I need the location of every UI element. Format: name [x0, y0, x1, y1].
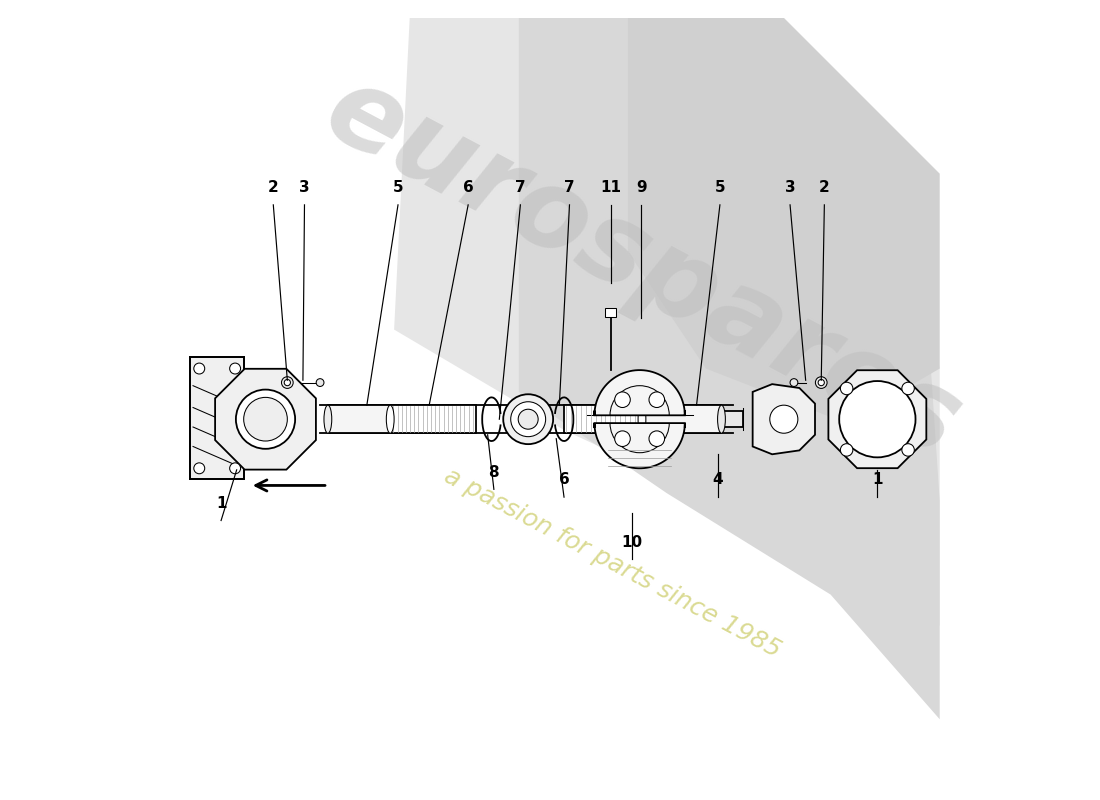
Text: 5: 5 [393, 180, 404, 195]
Text: 4: 4 [713, 473, 723, 487]
Polygon shape [628, 18, 939, 423]
Circle shape [510, 402, 546, 437]
Ellipse shape [638, 405, 646, 434]
Bar [722, 411, 744, 427]
Circle shape [615, 392, 630, 407]
Polygon shape [594, 423, 685, 468]
Bar [642, 405, 722, 434]
Text: 3: 3 [299, 180, 310, 195]
Circle shape [503, 394, 553, 444]
Polygon shape [519, 18, 939, 719]
Text: 5: 5 [715, 180, 725, 195]
Ellipse shape [386, 405, 394, 434]
Text: 3: 3 [784, 180, 795, 195]
Circle shape [770, 405, 798, 434]
Circle shape [902, 444, 914, 456]
Text: 6: 6 [559, 473, 570, 487]
Text: 9: 9 [636, 180, 647, 195]
Polygon shape [594, 370, 685, 415]
Bar [605, 308, 616, 317]
Circle shape [230, 363, 241, 374]
Text: 1: 1 [872, 473, 882, 487]
Bar [390, 405, 476, 434]
Polygon shape [828, 370, 926, 468]
Text: 7: 7 [564, 180, 575, 195]
Circle shape [818, 379, 824, 386]
Circle shape [815, 377, 827, 389]
Circle shape [649, 431, 664, 446]
Text: eurospares: eurospares [308, 55, 979, 479]
Text: 2: 2 [820, 180, 829, 195]
Text: a passion for parts since 1985: a passion for parts since 1985 [440, 464, 784, 662]
Circle shape [230, 463, 241, 474]
Circle shape [840, 444, 852, 456]
Circle shape [194, 463, 205, 474]
Circle shape [839, 381, 915, 458]
Text: 10: 10 [621, 535, 642, 550]
Circle shape [790, 378, 798, 386]
Polygon shape [190, 357, 244, 479]
Circle shape [316, 378, 324, 386]
Polygon shape [752, 384, 815, 454]
Circle shape [235, 390, 295, 449]
Circle shape [194, 363, 205, 374]
Text: 1: 1 [216, 496, 227, 511]
Circle shape [284, 379, 290, 386]
Text: 2: 2 [268, 180, 278, 195]
Ellipse shape [717, 405, 725, 434]
Circle shape [840, 382, 852, 394]
Bar [328, 405, 390, 434]
Circle shape [902, 382, 914, 394]
Circle shape [244, 398, 287, 441]
Text: 7: 7 [515, 180, 526, 195]
Polygon shape [216, 369, 316, 470]
Text: 8: 8 [488, 465, 499, 480]
Circle shape [282, 377, 294, 389]
Ellipse shape [324, 405, 332, 434]
Circle shape [518, 410, 538, 429]
Text: 11: 11 [601, 180, 621, 195]
Polygon shape [394, 18, 939, 626]
Circle shape [615, 431, 630, 446]
Text: 6: 6 [463, 180, 473, 195]
Circle shape [649, 392, 664, 407]
Bar [564, 405, 642, 434]
